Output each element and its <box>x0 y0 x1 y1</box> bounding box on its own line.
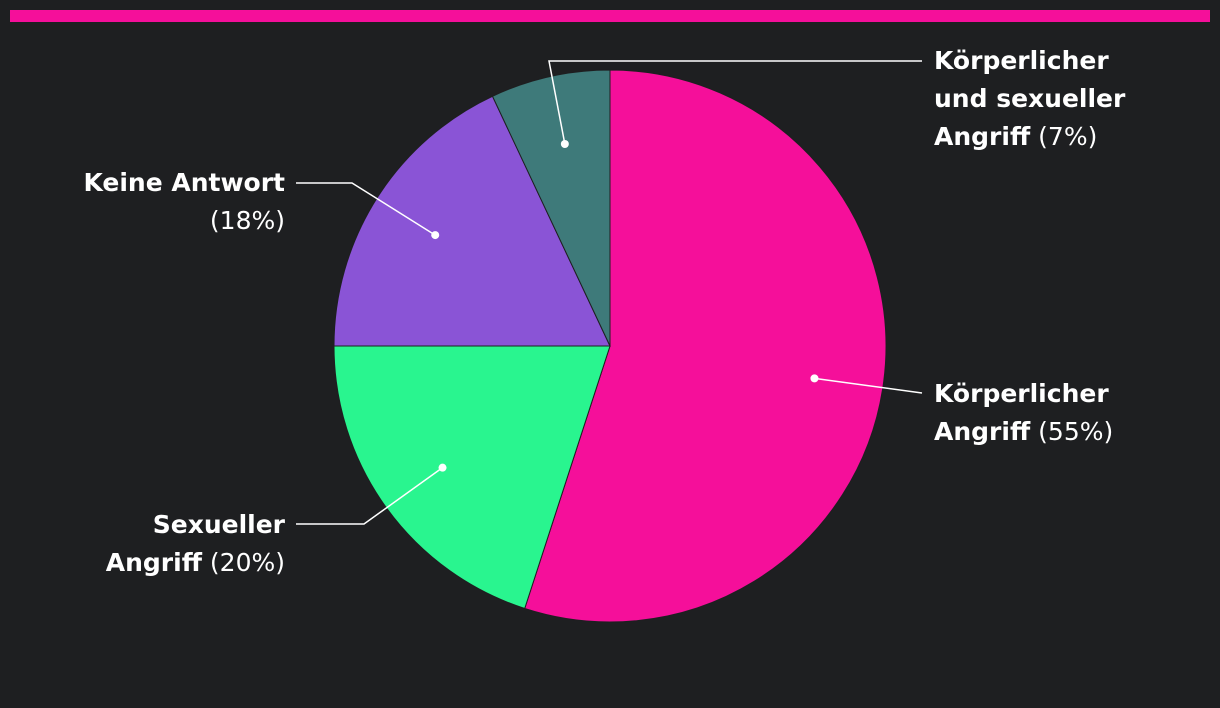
leader-line <box>814 377 923 394</box>
slice-physical <box>524 69 887 623</box>
label-name-line-1: Sexueller <box>152 510 285 539</box>
leader-line <box>296 182 436 236</box>
label-name-line-2: und sexueller <box>934 84 1126 113</box>
label-no-answer: Keine Antwort (18%) <box>83 164 285 240</box>
slice-physical-and-sexual <box>491 69 611 347</box>
label-percent: (55%) <box>1038 417 1114 446</box>
leader-line <box>296 467 443 525</box>
label-name-line-1: Körperlicher <box>934 379 1109 408</box>
label-percent: (20%) <box>209 548 285 577</box>
label-percent: (18%) <box>209 206 285 235</box>
leader-dot <box>431 231 440 240</box>
label-name-line-3: Angriff <box>934 122 1031 151</box>
label-name-line-1: Körperlicher <box>934 46 1109 75</box>
label-name-line-2: Angriff <box>934 417 1031 446</box>
label-sexual: Sexueller Angriff (20%) <box>106 506 285 582</box>
leader-dot <box>438 463 447 472</box>
leader-line <box>548 60 922 145</box>
label-percent: (7%) <box>1038 122 1098 151</box>
label-physical-and-sexual: Körperlicher und sexueller Angriff (7%) <box>934 42 1125 156</box>
accent-bar <box>10 10 1210 22</box>
leader-dot <box>560 139 569 148</box>
label-physical: Körperlicher Angriff (55%) <box>934 375 1113 451</box>
leader-dot <box>810 374 819 383</box>
label-name-line-2: Angriff <box>105 548 202 577</box>
label-name-line-1: Keine Antwort <box>83 168 285 197</box>
